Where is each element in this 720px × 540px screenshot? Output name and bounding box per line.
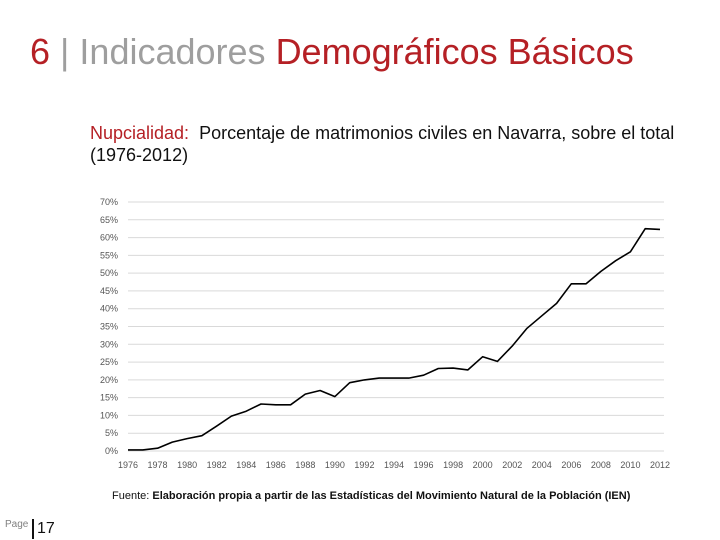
x-tick-label: 1988 [295,460,315,470]
x-tick-label: 1982 [207,460,227,470]
x-tick-label: 1998 [443,460,463,470]
y-tick-label: 25% [100,357,118,367]
chart-heading-text: Porcentaje de matrimonios civiles en Nav… [90,123,675,165]
y-tick-label: 60% [100,233,118,243]
x-tick-label: 2006 [561,460,581,470]
chart-heading: Nupcialidad: Porcentaje de matrimonios c… [90,122,710,166]
line-chart: 0% 5% 10% 15% 20% 25% 30% 35% 40% 45% 50% 55% 60% 65%… [100,197,670,470]
y-axis-ticks: 0% 5% 10% 15% 20% 25% 30% 35% 40% 45% 50% 55% 60% 65%… [100,197,118,456]
y-tick-label: 70% [100,197,118,207]
source-note: Fuente: Elaboración propia a partir de l… [112,490,630,502]
x-tick-label: 2002 [502,460,522,470]
x-tick-label: 2004 [532,460,552,470]
x-tick-label: 2008 [591,460,611,470]
x-tick-label: 2010 [620,460,640,470]
y-tick-label: 20% [100,375,118,385]
source-text: Elaboración propia a partir de las Estad… [152,490,631,502]
page-number: 17 [32,519,55,539]
x-axis-ticks: 1976 1978 1980 1982 1984 1986 1988 1990 1992 1994… [118,460,670,470]
chart-heading-lead: Nupcialidad: [90,123,190,143]
y-tick-label: 30% [100,339,118,349]
y-tick-label: 35% [100,322,118,332]
x-tick-label: 1984 [236,460,256,470]
y-tick-label: 45% [100,286,118,296]
x-tick-label: 1986 [266,460,286,470]
x-tick-label: 1980 [177,460,197,470]
x-tick-label: 2000 [473,460,493,470]
y-tick-label: 55% [100,250,118,260]
x-tick-label: 1992 [354,460,374,470]
title-part-indicadores: Indicadores [79,31,266,72]
slide-number: 6 [30,31,51,72]
x-tick-label: 1976 [118,460,138,470]
chart-gridlines [128,201,664,452]
x-tick-label: 1996 [414,460,434,470]
source-label: Fuente: [112,490,150,502]
series-line [128,227,661,451]
y-tick-label: 50% [100,268,118,278]
x-tick-label: 1978 [148,460,168,470]
y-tick-label: 15% [100,393,118,403]
title-part-demograficos: Demográficos Básicos [275,31,634,72]
y-tick-label: 0% [105,446,118,456]
y-tick-label: 10% [100,410,118,420]
chart-series [128,227,661,451]
page-label: Page [5,519,29,530]
title-separator: | [60,31,70,72]
x-tick-label: 2012 [650,460,670,470]
slide-title: 6 | Indicadores Demográficos Básicos [30,30,634,74]
y-tick-label: 5% [105,428,118,438]
x-tick-label: 1994 [384,460,404,470]
y-tick-label: 65% [100,215,118,225]
x-tick-label: 1990 [325,460,345,470]
y-tick-label: 40% [100,304,118,314]
